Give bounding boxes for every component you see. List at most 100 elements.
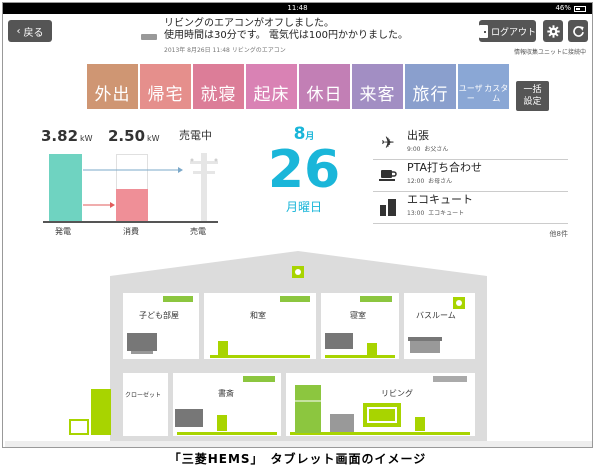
notice-line-2: 使用時間は30分です。 電気代は100円かかりました。 xyxy=(164,30,408,41)
battery-indicator: 46% xyxy=(555,3,586,14)
generation-unit: kW xyxy=(80,134,93,143)
schedule-time: 9:00 xyxy=(407,146,421,153)
schedule-title: PTA打ち合わせ xyxy=(407,161,483,174)
mode-button-guest[interactable]: 来客 xyxy=(352,64,403,109)
kids-aircon-icon xyxy=(163,296,193,302)
refresh-icon xyxy=(572,25,584,37)
bedroom-tv-icon xyxy=(325,333,353,349)
consumption-number: 2.50 xyxy=(108,127,146,145)
living-light-icon xyxy=(415,417,425,431)
ground xyxy=(5,441,592,447)
room-label-closet[interactable]: クローゼット xyxy=(125,392,162,399)
bedroom-aircon-icon xyxy=(360,296,392,302)
figure-caption: 「三菱HEMS」 タブレット画面のイメージ xyxy=(168,452,427,466)
settings-button[interactable] xyxy=(543,20,563,42)
schedule-item[interactable]: PTA打ち合わせ 12:00 お母さん xyxy=(373,160,568,192)
gear-icon xyxy=(546,24,560,38)
mode-button-user-custom[interactable]: ユーザー カスタム xyxy=(458,64,509,109)
mode-buttons: 外出 帰宅 就寝 起床 休日 来客 旅行 ユーザー カスタム xyxy=(87,64,509,109)
weekday: 月曜日 xyxy=(285,200,322,214)
mode-button-holiday[interactable]: 休日 xyxy=(299,64,350,109)
room-label-washitsu[interactable]: 和室 xyxy=(250,311,266,320)
living-aircon-off-icon xyxy=(433,376,467,382)
bedroom-floor-active xyxy=(325,355,395,358)
room-label-study[interactable]: 書斎 xyxy=(218,389,234,398)
month-suffix: 月 xyxy=(305,132,315,142)
washitsu-light-icon xyxy=(218,341,228,355)
logout-label: ログアウト xyxy=(491,27,537,38)
bulk-setting-button[interactable]: 一括 設定 xyxy=(516,81,549,111)
consumption-value: 2.50 kW xyxy=(108,127,160,145)
schedule-person: お母さん xyxy=(428,178,453,185)
living-floor-active xyxy=(290,432,470,435)
washitsu-aircon-icon xyxy=(280,296,310,302)
bedroom-light-icon xyxy=(367,343,377,355)
notice-line-1: リビングのエアコンがオフしました。 xyxy=(164,18,334,29)
washitsu-floor-active xyxy=(210,355,310,358)
generation-label: 発電 xyxy=(55,227,71,236)
bathtub-icon xyxy=(410,341,440,353)
mode-button-return[interactable]: 帰宅 xyxy=(140,64,191,109)
more-schedules-link[interactable]: 他8件 xyxy=(549,230,568,238)
date-display: 8月 26 月曜日 xyxy=(259,124,349,215)
schedule-person: お父さん xyxy=(424,146,449,153)
user-custom-line-2: カスタム xyxy=(484,84,509,103)
consumption-bar xyxy=(116,189,148,221)
room-label-bedroom[interactable]: 寝室 xyxy=(350,311,366,320)
consumption-unit: kW xyxy=(147,134,160,143)
logout-button[interactable]: ログアウト xyxy=(479,20,536,42)
energy-baseline xyxy=(43,221,218,223)
room-bedroom xyxy=(321,293,399,359)
user-custom-line-1: ユーザー xyxy=(458,84,483,103)
mode-button-sleep[interactable]: 就寝 xyxy=(193,64,244,109)
room-label-kids[interactable]: 子ども部屋 xyxy=(139,311,179,320)
use-arrow-head xyxy=(110,202,115,208)
room-label-bathroom[interactable]: バスルーム xyxy=(416,311,456,320)
study-pc-icon xyxy=(175,409,203,427)
study-floor-active xyxy=(177,432,277,435)
status-time: 11:48 xyxy=(287,4,308,12)
day-number: 26 xyxy=(267,140,341,200)
refresh-button[interactable] xyxy=(568,20,588,42)
house-drawing xyxy=(5,251,592,447)
aircon-icon xyxy=(141,34,157,40)
status-bar: 11:48 46% xyxy=(3,3,592,14)
bulk-line-2: 設定 xyxy=(523,97,542,107)
schedule-title: 出張 xyxy=(407,129,429,142)
bulk-line-1: 一括 xyxy=(523,85,542,95)
sell-state: 売電中 xyxy=(179,129,212,142)
generation-number: 3.82 xyxy=(41,127,79,145)
battery-percent: 46% xyxy=(555,4,571,12)
mode-button-outing[interactable]: 外出 xyxy=(87,64,138,109)
mode-button-wakeup[interactable]: 起床 xyxy=(246,64,297,109)
study-light-icon xyxy=(217,415,227,431)
schedule-list: ✈ 出張 9:00 お父さん PTA打ち合わせ 12:00 お母さん xyxy=(373,128,568,238)
battery-icon xyxy=(574,5,586,12)
month: 8月 xyxy=(259,124,349,144)
room-label-living[interactable]: リビング xyxy=(381,389,413,398)
schedule-item[interactable]: ✈ 出張 9:00 お父さん xyxy=(373,128,568,160)
water-heater-icon xyxy=(377,197,399,217)
room-closet xyxy=(123,373,168,436)
chevron-left-icon: ‹ xyxy=(16,25,21,37)
schedule-time: 12:00 xyxy=(407,178,425,185)
header: ‹ 戻る リビングのエアコンがオフしました。 使用時間は30分です。 電気代は1… xyxy=(3,14,592,62)
flow-arrows xyxy=(83,167,183,208)
notice-meta: 2013年 8月26日 11:48 リビングのエアコン xyxy=(164,47,286,54)
schedule-time: 13:00 xyxy=(407,210,425,217)
ecocute-tank-icon xyxy=(91,389,111,435)
study-aircon-icon xyxy=(243,376,275,382)
back-button[interactable]: ‹ 戻る xyxy=(8,20,52,42)
coffee-cup-icon xyxy=(377,165,399,185)
kitchen-appliance-icon xyxy=(330,414,354,432)
schedule-item[interactable]: エコキュート 13:00 エコキュート xyxy=(373,192,568,224)
door-icon xyxy=(479,24,488,38)
mode-button-travel[interactable]: 旅行 xyxy=(405,64,456,109)
tablet-screen: 11:48 46% ‹ 戻る リビングのエアコンがオフしました。 使用時間は30… xyxy=(2,2,593,448)
energy-panel[interactable]: 3.82 kW 2.50 kW 売電中 発電 消費 売電 xyxy=(38,123,238,243)
notification[interactable]: リビングのエアコンがオフしました。 使用時間は30分です。 電気代は100円かか… xyxy=(138,18,468,54)
back-label: 戻る xyxy=(23,27,44,39)
consumption-label: 消費 xyxy=(123,227,139,236)
schedule-sub: 13:00 エコキュート xyxy=(407,208,568,217)
fridge-icon xyxy=(295,385,321,433)
